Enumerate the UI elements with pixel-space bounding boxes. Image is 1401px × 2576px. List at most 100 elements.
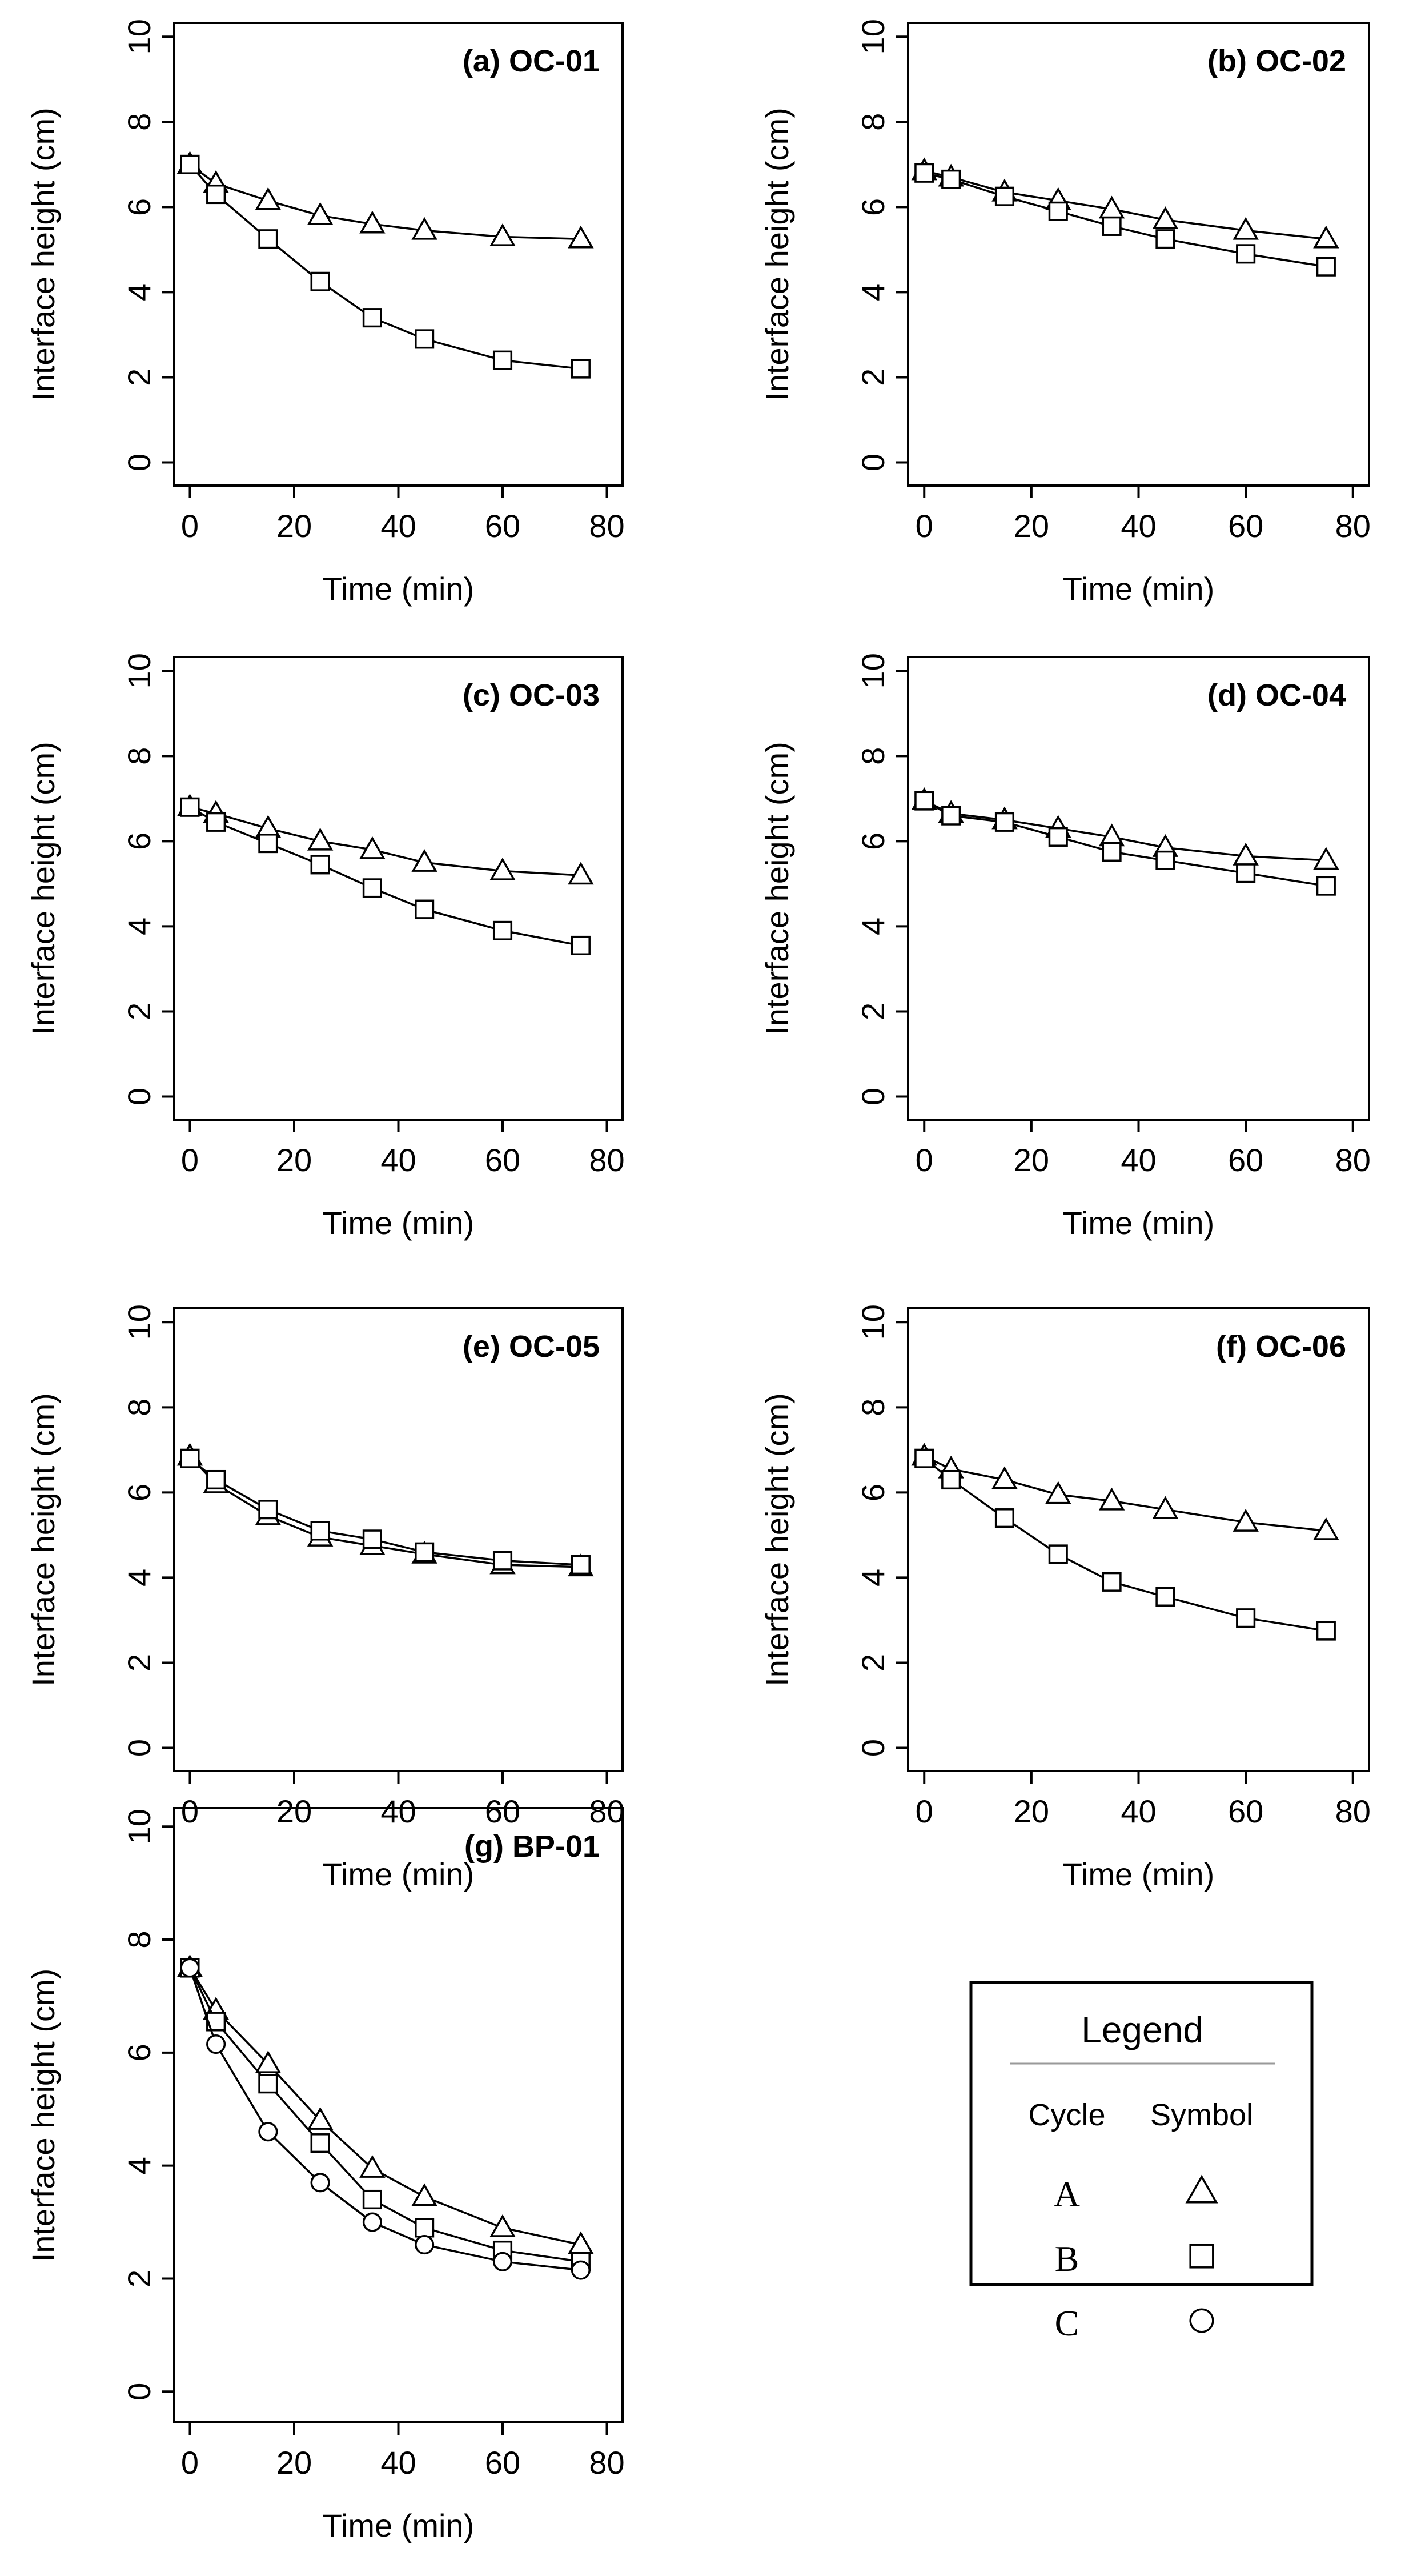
data-point-B [914, 163, 934, 183]
data-point-B [914, 791, 934, 811]
y-tick-label: 10 [121, 19, 157, 54]
y-tick-label: 6 [855, 832, 891, 850]
x-tick-label: 80 [589, 1142, 624, 1178]
series-line [188, 1967, 581, 2271]
legend-header-symbol: Symbol [1150, 2098, 1253, 2132]
data-point-A [255, 2050, 282, 2073]
y-tick-label: 6 [121, 1484, 157, 1501]
x-tick-label: 20 [1014, 1793, 1049, 1829]
data-point-A [411, 849, 437, 872]
data-point-A [1313, 847, 1339, 870]
data-point-C [415, 2235, 435, 2255]
series-B [914, 1448, 1336, 1641]
data-point-A [489, 857, 516, 880]
plot-frame [173, 1307, 624, 1772]
x-tick-label: 0 [916, 1142, 933, 1178]
panel-title: (e) OC-05 [463, 1329, 600, 1364]
x-tick-label: 0 [181, 1793, 199, 1829]
series-line [189, 1457, 581, 1566]
data-point-B [258, 2074, 278, 2094]
legend-box: Legend Cycle Symbol ABC [969, 1981, 1314, 2343]
data-point-B [206, 1469, 226, 1490]
series-line [189, 1455, 581, 1568]
data-point-C [310, 2173, 330, 2193]
series-C [180, 1958, 591, 2280]
x-tick-label: 40 [380, 2445, 416, 2481]
series-A [911, 787, 1339, 870]
panel-title: (c) OC-03 [463, 678, 600, 712]
data-point-B [492, 1551, 513, 1571]
data-point-B [1236, 1608, 1256, 1628]
x-axis-title: Time (min) [1063, 1856, 1214, 1892]
y-tick-label: 6 [855, 1484, 891, 1501]
series-line [188, 1967, 581, 2263]
data-point-B [571, 935, 591, 956]
x-tick-label: 20 [1014, 1142, 1049, 1178]
chart-panel-1: 0 2 4 6 8 10 0 20 40 60 80 Time (min) Interface heig… [25, 19, 625, 607]
y-tick-label: 0 [121, 1088, 157, 1105]
y-axis-title: Interface height (cm) [759, 1393, 795, 1686]
y-tick-label: 4 [855, 918, 891, 935]
chart-panel-5: 0 2 4 6 8 10 0 20 40 60 80 Time (min) Interface heig… [25, 1304, 625, 1892]
data-point-B [362, 878, 382, 898]
x-tick-label: 80 [589, 1793, 624, 1829]
y-tick-label: 8 [855, 113, 891, 131]
x-tick-label: 40 [1121, 508, 1156, 544]
data-point-A [307, 202, 334, 225]
data-point-B [1048, 827, 1068, 847]
y-tick-label: 4 [855, 1569, 891, 1587]
data-point-B [1102, 216, 1122, 236]
x-tick-label: 20 [276, 1793, 312, 1829]
x-tick-label: 40 [1121, 1793, 1156, 1829]
data-point-B [1316, 1621, 1336, 1641]
data-point-B [258, 834, 278, 854]
plot-frame [907, 656, 1370, 1121]
plot-frame [907, 1307, 1370, 1772]
plot-frame [173, 1807, 624, 2423]
legend-symbol-triangle [1185, 2174, 1218, 2204]
y-tick-label: 8 [855, 1399, 891, 1416]
y-tick-label: 8 [121, 1399, 157, 1416]
x-tick-label: 40 [380, 508, 416, 544]
y-axis-title: Interface height (cm) [25, 107, 61, 401]
data-point-B [206, 812, 226, 832]
plot-frame [907, 22, 1370, 487]
data-point-B [362, 2189, 382, 2210]
data-point-A [991, 1466, 1018, 1489]
x-tick-label: 60 [485, 1793, 520, 1829]
y-tick-label: 6 [121, 2044, 157, 2061]
y-tick-label: 6 [121, 198, 157, 216]
legend-cycle-C: C [1055, 2303, 1079, 2343]
series-A [176, 1954, 594, 2254]
data-point-B [571, 359, 591, 379]
legend-cycle-A: A [1054, 2174, 1080, 2214]
data-point-B [180, 1448, 200, 1468]
series-line [189, 163, 581, 241]
series-B [180, 797, 591, 956]
data-point-B [492, 350, 513, 370]
y-tick-label: 6 [855, 198, 891, 216]
data-point-A [359, 836, 386, 859]
y-tick-label: 10 [121, 1809, 157, 1844]
y-tick-label: 2 [121, 1003, 157, 1020]
x-tick-label: 60 [1228, 1142, 1263, 1178]
panel-title: (b) OC-02 [1207, 44, 1346, 78]
x-tick-label: 80 [589, 508, 624, 544]
data-point-C [571, 2260, 591, 2280]
data-point-B [994, 1508, 1015, 1528]
y-tick-label: 0 [121, 1739, 157, 1757]
y-tick-label: 4 [121, 283, 157, 301]
data-point-A [1313, 225, 1339, 249]
x-axis-title: Time (min) [1063, 571, 1214, 607]
chart-panel-6: 0 2 4 6 8 10 0 20 40 60 80 Time (min) Interface heig… [759, 1304, 1371, 1892]
legend-entries: ABC [1054, 2174, 1218, 2343]
y-tick-label: 2 [121, 2270, 157, 2287]
y-axis-title: Interface height (cm) [25, 1969, 61, 2262]
x-tick-label: 20 [276, 1142, 312, 1178]
series-B [180, 1958, 591, 2271]
data-point-A [1098, 1487, 1125, 1511]
data-point-B [206, 184, 226, 205]
panel-title: (g) BP-01 [464, 1829, 600, 1864]
x-tick-label: 60 [1228, 508, 1263, 544]
